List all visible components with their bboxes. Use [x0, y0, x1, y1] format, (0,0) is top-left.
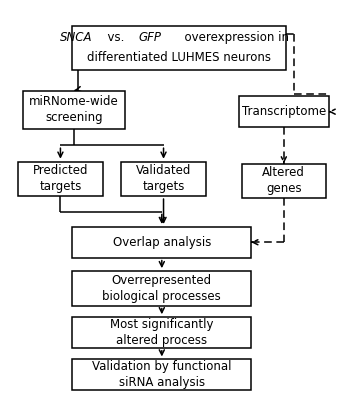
Bar [239, 96, 329, 127]
Text: Most significantly
altered process: Most significantly altered process [110, 318, 214, 347]
Text: overexpression in: overexpression in [177, 31, 289, 44]
Text: Validated
targets: Validated targets [136, 164, 191, 193]
Text: Validation by functional
siRNA analysis: Validation by functional siRNA analysis [92, 360, 232, 389]
Text: SNCA: SNCA [60, 31, 92, 44]
Text: vs.: vs. [100, 31, 132, 44]
Bar [24, 90, 125, 129]
Bar [72, 26, 286, 70]
Bar [242, 164, 326, 198]
Bar [72, 317, 251, 348]
Bar [72, 271, 251, 306]
Text: Altered
genes: Altered genes [262, 166, 305, 195]
Bar [72, 227, 251, 258]
Text: differentiated LUHMES neurons: differentiated LUHMES neurons [87, 52, 271, 64]
Text: Transcriptome: Transcriptome [242, 105, 326, 118]
Bar [18, 162, 102, 196]
Text: Overrepresented
biological processes: Overrepresented biological processes [102, 274, 221, 303]
Text: GFP: GFP [138, 31, 161, 44]
Text: miRNome-wide
screening: miRNome-wide screening [29, 95, 119, 124]
Bar [72, 359, 251, 390]
Bar [121, 162, 205, 196]
Text: Predicted
targets: Predicted targets [33, 164, 88, 193]
Text: Overlap analysis: Overlap analysis [113, 236, 211, 249]
